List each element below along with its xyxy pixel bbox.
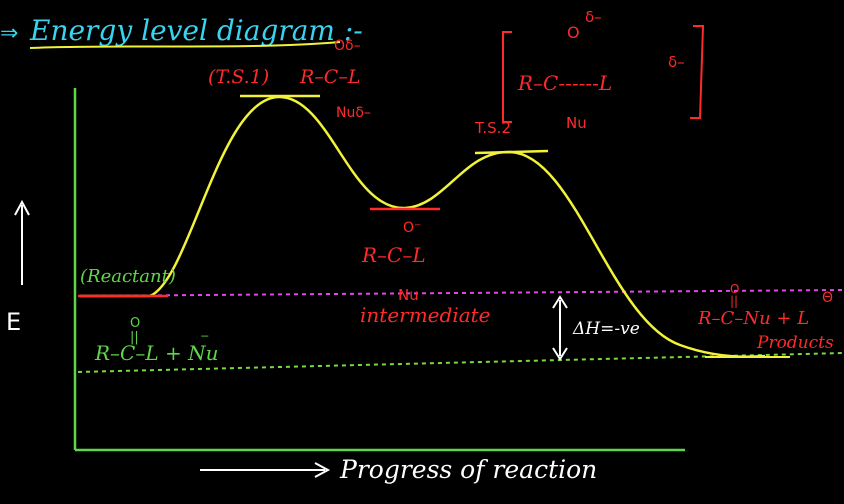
delta-h-arrow-bottom [552, 347, 568, 361]
energy-arrow-head [14, 199, 30, 216]
product-formula: R–C–Nu + L [697, 308, 809, 329]
intermediate-bottom: Nu [398, 286, 419, 304]
ts1-top: Oδ– [334, 38, 361, 54]
ts2-top: O [567, 23, 580, 42]
intermediate-label: intermediate [360, 303, 491, 327]
product-l-charge: Θ [822, 290, 833, 306]
progress-arrow-head [314, 462, 331, 478]
y-axis-label: E [6, 308, 21, 336]
intermediate-top: O⁻ [403, 220, 421, 236]
x-axis-label: Progress of reaction [339, 455, 597, 484]
ts2-tick [474, 149, 549, 155]
reactant-nu-charge: ⁻ [200, 329, 210, 350]
ts2-bottom: Nu [566, 114, 587, 132]
ts1-formula: R–C–L [299, 66, 360, 88]
ts1-label: (T.S.1) [208, 66, 269, 88]
reactant-formula: R–C–L + Nu [94, 341, 219, 365]
ts2-delta-right: δ– [668, 53, 685, 71]
product-o: O [730, 282, 739, 296]
reactant-label: (Reactant) [80, 266, 176, 287]
title-arrow: ⇒ [0, 21, 18, 46]
ts2-bracket-right [690, 25, 705, 119]
products-label: Products [756, 333, 834, 353]
delta-h-label: ΔH=-ve [572, 319, 640, 339]
ts1-bottom: Nuδ– [336, 105, 371, 121]
energy-curve [80, 95, 766, 358]
product-double-bond: || [730, 294, 738, 308]
reactant-double-bond: || [130, 330, 139, 345]
reactant-o: O [130, 316, 140, 331]
intermediate-formula: R–C–L [361, 243, 426, 267]
ts2-formula: R–C------L [517, 71, 612, 95]
delta-h-arrow-top [552, 295, 568, 309]
ts2-delta-top: δ– [585, 8, 602, 26]
page-title: Energy level diagram :- [29, 14, 363, 47]
ts2-label: T.S.2 [474, 119, 511, 137]
ts2-bracket-left [502, 31, 512, 123]
title-underline [29, 41, 341, 49]
